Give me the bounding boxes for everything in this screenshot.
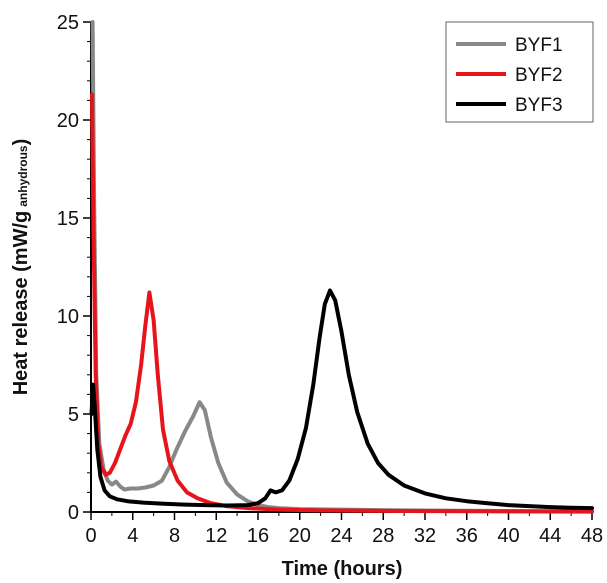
x-tick-label: 32	[414, 525, 436, 547]
x-tick-label: 4	[127, 525, 138, 547]
x-tick-label: 12	[205, 525, 227, 547]
y-axis-title-close: )	[10, 139, 32, 146]
x-tick-label: 36	[456, 525, 478, 547]
x-tick-label: 48	[581, 525, 603, 547]
y-tick-label: 10	[57, 306, 79, 328]
x-tick-label: 0	[85, 525, 96, 547]
y-tick-label: 0	[68, 502, 79, 524]
y-axis-title-main: Heat release (mW/g	[10, 211, 32, 396]
x-tick-label: 28	[372, 525, 394, 547]
series-line-byf3	[89, 288, 594, 511]
x-tick-label: 44	[539, 525, 561, 547]
series-line-byf2	[90, 92, 594, 514]
x-tick-label: 16	[247, 525, 269, 547]
legend-label-byf1: BYF1	[515, 35, 563, 56]
y-tick-label: 5	[68, 404, 79, 426]
legend-label-byf3: BYF3	[515, 95, 563, 116]
x-tick-label: 24	[330, 525, 352, 547]
y-tick-label: 20	[57, 110, 79, 132]
y-tick-label: 25	[57, 12, 79, 34]
legend-label-byf2: BYF2	[515, 65, 563, 86]
x-tick-label: 8	[169, 525, 180, 547]
series-lines	[89, 20, 594, 514]
x-tick-label: 40	[497, 525, 519, 547]
axis-ticks	[83, 21, 593, 520]
y-tick-label: 15	[57, 208, 79, 230]
y-axis-title-subscript: anhydrous	[16, 145, 30, 207]
legend: BYF1 BYF2 BYF3	[445, 21, 594, 123]
x-tick-label: 20	[289, 525, 311, 547]
y-axis-title: Heat release (mW/g anhydrous)	[10, 139, 32, 396]
x-axis-title: Time (hours)	[282, 558, 403, 580]
